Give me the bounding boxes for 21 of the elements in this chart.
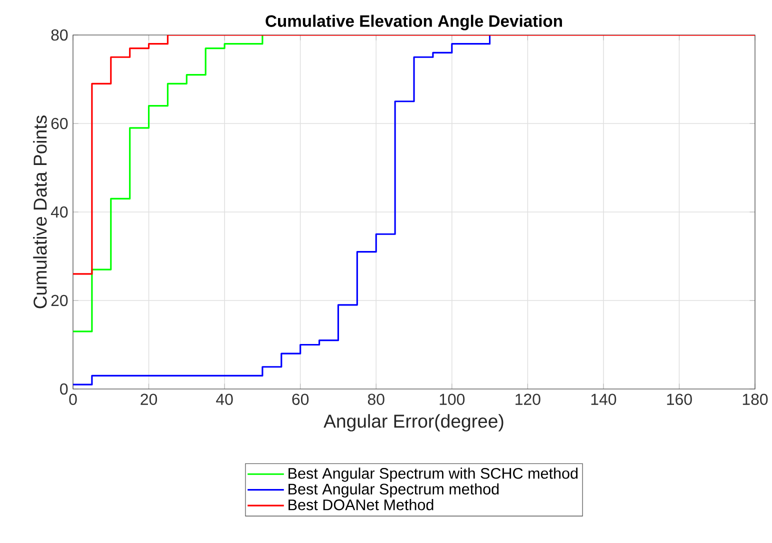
chart-title: Cumulative Elevation Angle Deviation [266, 14, 562, 30]
x-tick-label: 60 [292, 394, 309, 405]
x-tick-label: 80 [368, 394, 384, 405]
y-tick-label: 0 [60, 383, 68, 395]
y-tick-label: 40 [50, 206, 68, 218]
legend-label: Best Angular Spectrum method [288, 483, 499, 498]
x-tick-label: 20 [140, 394, 158, 405]
legend-label: Best DOANet Method [288, 499, 434, 510]
legend-label: Best Angular Spectrum with SCHC method [288, 468, 578, 482]
y-tick-label: 80 [51, 29, 68, 41]
x-tick-label: 180 [742, 394, 768, 405]
x-tick-label: 140 [591, 394, 616, 405]
y-tick-label: 60 [51, 118, 68, 130]
x-tick-label: 40 [216, 394, 233, 405]
x-tick-label: 160 [667, 394, 692, 405]
y-tick-label: 20 [51, 294, 68, 306]
x-tick-label: 100 [440, 394, 465, 405]
x-axis-title: Angular Error(degree) [324, 414, 504, 432]
y-axis-title: Cumulative Data Points [33, 116, 47, 308]
x-tick-label: 120 [516, 394, 540, 405]
x-tick-label: 0 [69, 394, 77, 405]
